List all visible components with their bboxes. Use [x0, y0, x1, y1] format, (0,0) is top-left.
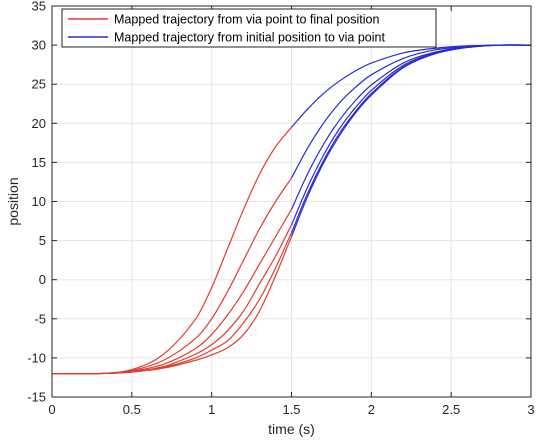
x-tick-label: 1.5	[282, 402, 300, 417]
y-tick-label: 20	[32, 116, 46, 131]
legend: Mapped trajectory from via point to fina…	[61, 8, 437, 48]
y-tick-label: 35	[32, 0, 46, 14]
x-tick-label: 2.5	[442, 402, 460, 417]
legend-box	[61, 8, 437, 48]
y-tick-label: -10	[27, 350, 46, 365]
series-blue-line-12	[290, 44, 532, 237]
y-axis-title: position	[5, 177, 21, 225]
y-tick-label: 30	[32, 38, 46, 53]
y-tick-label: 15	[32, 155, 46, 170]
y-tick-label: -15	[27, 390, 46, 405]
x-tick-label: 0.5	[123, 402, 141, 417]
x-tick-label: 3	[527, 402, 534, 417]
y-tick-label: 5	[39, 233, 46, 248]
x-tick-label: 0	[48, 402, 55, 417]
x-axis-title: time (s)	[268, 421, 315, 437]
x-tick-label: 2	[368, 402, 375, 417]
x-tick-label: 1	[208, 402, 215, 417]
y-tick-label: 10	[32, 194, 46, 209]
y-tick-label: -5	[34, 311, 46, 326]
series-red-line-6	[51, 236, 293, 375]
y-tick-label: 25	[32, 77, 46, 92]
y-tick-label: 0	[39, 272, 46, 287]
y-tick-labels: -15 -10 -5 0 5 10 15 20 25 30 35	[27, 0, 46, 405]
legend-label-blue: Mapped trajectory from initial position …	[114, 31, 385, 45]
x-tick-labels: 0 0.5 1 1.5 2 2.5 3	[48, 402, 534, 417]
legend-label-red: Mapped trajectory from via point to fina…	[114, 13, 379, 27]
series-layer	[51, 44, 532, 375]
